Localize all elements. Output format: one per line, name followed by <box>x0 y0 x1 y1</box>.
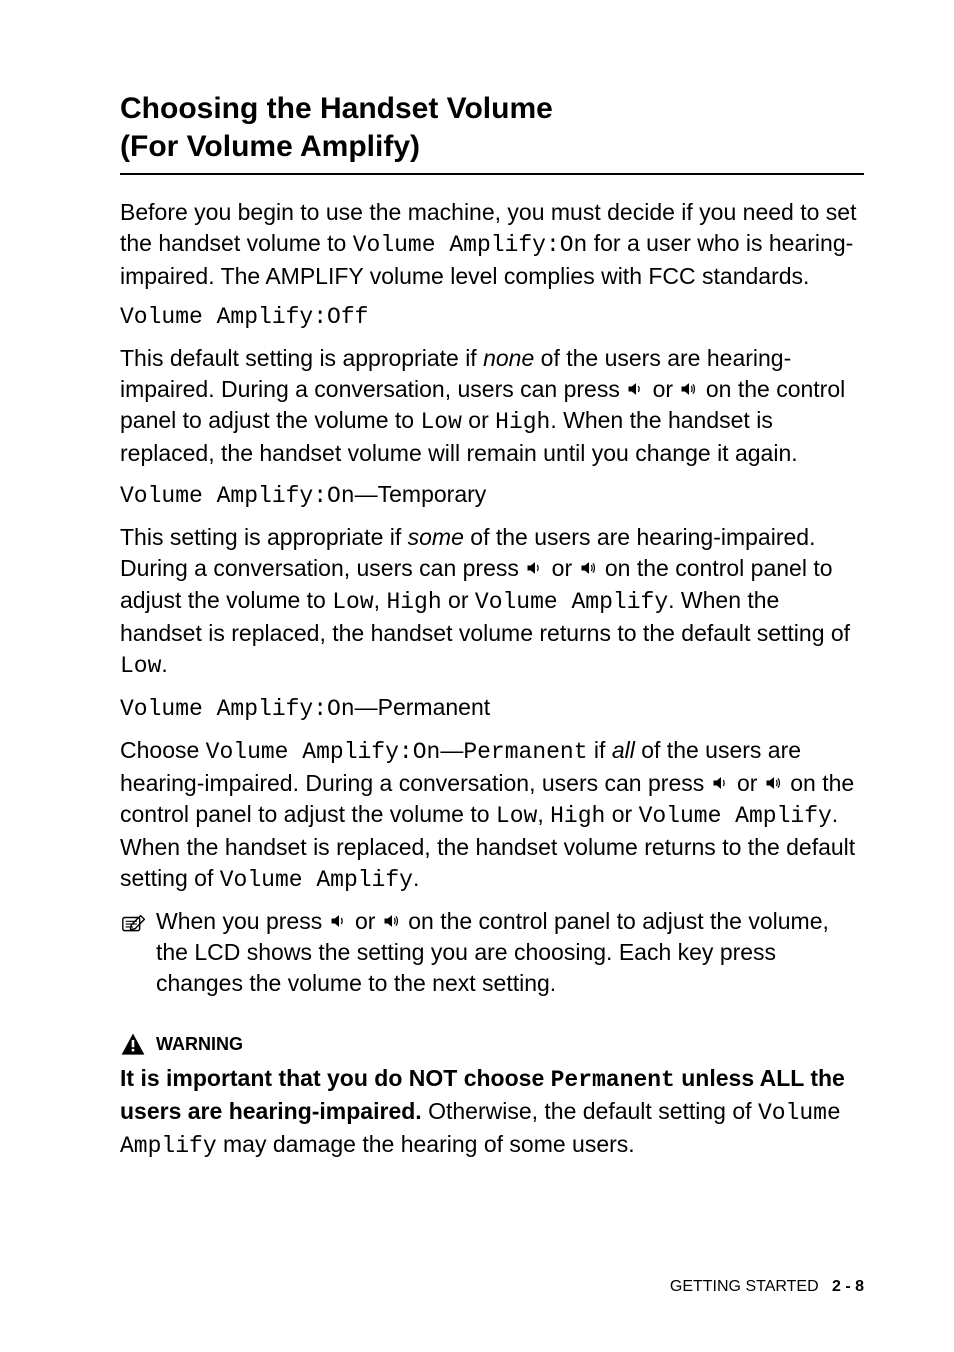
volume-up-icon <box>764 773 784 793</box>
mode-off-heading: Volume Amplify:Off <box>120 302 864 333</box>
document-page: Choosing the Handset Volume(For Volume A… <box>0 0 954 1352</box>
footer-page: 2 - 8 <box>832 1278 864 1295</box>
mode-perm-paragraph: Choose Volume Amplify:On—Permanent if al… <box>120 735 864 896</box>
page-title: Choosing the Handset Volume(For Volume A… <box>120 90 864 165</box>
volume-down-icon <box>711 773 731 793</box>
mode-temp-heading: Volume Amplify:On—Temporary <box>120 479 864 512</box>
mode-perm-heading: Volume Amplify:On—Permanent <box>120 692 864 725</box>
intro-paragraph: Before you begin to use the machine, you… <box>120 197 864 292</box>
page-footer: GETTING STARTED 2 - 8 <box>670 1278 864 1296</box>
volume-up-icon <box>679 379 699 399</box>
volume-up-icon <box>579 558 599 578</box>
mode-temp-paragraph: This setting is appropriate if some of t… <box>120 522 864 681</box>
volume-up-icon <box>382 911 402 931</box>
warning-header: WARNING <box>120 1031 864 1057</box>
mode-off-paragraph: This default setting is appropriate if n… <box>120 343 864 469</box>
warning-paragraph: It is important that you do NOT choose P… <box>120 1063 864 1162</box>
warning-icon <box>120 1031 146 1057</box>
title-rule <box>120 173 864 175</box>
note-icon <box>120 910 150 940</box>
note-text: When you press or on the control panel t… <box>156 906 864 999</box>
warning-label: WARNING <box>156 1034 243 1055</box>
volume-down-icon <box>626 379 646 399</box>
volume-down-icon <box>525 558 545 578</box>
footer-section: GETTING STARTED <box>670 1278 819 1295</box>
note-block: When you press or on the control panel t… <box>120 906 864 999</box>
volume-down-icon <box>329 911 349 931</box>
